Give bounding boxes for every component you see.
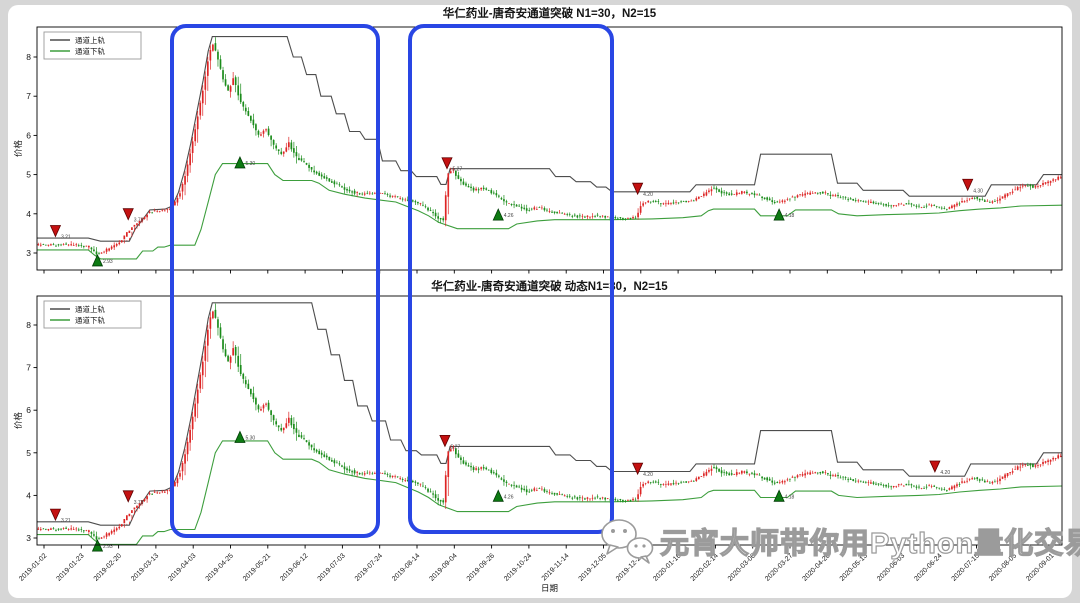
marker-price-label: 4.26 — [504, 213, 514, 219]
x-tick-label: 2019-04-25 — [205, 552, 235, 582]
buy-marker — [91, 253, 104, 267]
highlight-rect-2 — [408, 24, 614, 534]
y-tick-label: 4 — [26, 209, 31, 219]
legend-label: 通道上轨 — [75, 304, 105, 314]
y-tick-label: 6 — [26, 130, 31, 140]
marker-price-label: 3.78 — [134, 500, 144, 506]
y-tick-label: 7 — [26, 91, 31, 101]
buy-marker — [234, 430, 246, 443]
figure-card — [8, 5, 1072, 598]
y-tick-label: 6 — [26, 405, 31, 415]
wechat-icon — [601, 519, 654, 564]
marker-price-label: 4.18 — [785, 494, 795, 500]
x-tick-label: 2019-07-03 — [317, 552, 347, 582]
marker-price-label: 4.30 — [973, 188, 983, 194]
legend-box — [43, 31, 142, 60]
x-tick-label: 2019-01-02 — [18, 552, 48, 582]
marker-price-label: 3.21 — [61, 518, 71, 524]
sell-marker — [632, 462, 644, 476]
marker-price-label: 5.30 — [245, 161, 255, 167]
sell-marker — [122, 208, 134, 221]
legend-label: 通道下轨 — [75, 46, 105, 56]
legend-box — [43, 300, 142, 329]
x-tick-label: 2019-07-24 — [354, 552, 384, 582]
buy-marker — [773, 208, 785, 221]
chart-title: 华仁药业-唐奇安通道突破 动态N1=30，N2=15 — [431, 279, 668, 293]
y-axis-label: 价格 — [13, 140, 23, 158]
y-axis-label: 价格 — [13, 412, 23, 430]
x-tick-label: 2019-08-14 — [391, 552, 421, 582]
sell-marker — [439, 435, 451, 448]
buy-marker — [492, 489, 504, 502]
marker-price-label: 5.27 — [450, 444, 460, 450]
buy-marker — [234, 155, 246, 169]
highlight-rect-1 — [170, 24, 380, 538]
y-tick-label: 5 — [26, 170, 31, 180]
sell-marker — [49, 225, 62, 238]
watermark: 元宵大师带你用Python量化交易 — [598, 516, 1080, 566]
sell-marker — [632, 182, 644, 196]
buy-marker — [492, 208, 504, 221]
y-tick-label: 3 — [26, 248, 31, 258]
upper-channel-line — [37, 36, 1062, 242]
sell-marker — [929, 460, 941, 473]
axes-box — [36, 295, 1063, 546]
x-tick-label: 2019-05-21 — [242, 552, 272, 582]
marker-price-label: 4.20 — [643, 472, 653, 478]
y-tick-label: 3 — [26, 533, 31, 543]
x-tick-label: 2019-01-23 — [55, 552, 85, 582]
y-tick-label: 4 — [26, 490, 31, 500]
y-tick-label: 7 — [26, 363, 31, 373]
marker-price-label: 3.21 — [61, 235, 71, 241]
marker-price-label: 4.20 — [940, 470, 950, 476]
marker-price-label: 3.78 — [134, 218, 144, 224]
marker-price-label: 2.93 — [103, 259, 113, 265]
x-tick-label: 2019-11-14 — [541, 552, 571, 582]
marker-price-label: 2.93 — [103, 544, 113, 550]
lower-channel-line — [37, 440, 1063, 545]
chart-title: 华仁药业-唐奇安通道突破 N1=30，N2=15 — [443, 6, 657, 20]
sell-marker — [962, 178, 974, 192]
x-tick-label: 2019-09-26 — [466, 552, 496, 582]
x-tick-label: 2019-02-20 — [93, 552, 123, 582]
buy-marker — [773, 489, 785, 502]
sell-marker — [49, 508, 62, 522]
y-tick-label: 8 — [26, 320, 31, 330]
legend-label: 通道上轨 — [75, 35, 105, 45]
marker-price-label: 4.20 — [643, 192, 653, 198]
x-tick-label: 2019-04-03 — [167, 552, 197, 582]
marker-price-label: 5.27 — [453, 167, 463, 173]
watermark-text: 元宵大师带你用Python量化交易 — [659, 527, 1080, 560]
x-axis-label: 日期 — [541, 583, 558, 593]
x-tick-label: 2019-03-13 — [130, 552, 160, 582]
marker-price-label: 4.18 — [785, 213, 795, 219]
chart-panel-1: 3.21 2.93 3.78 5.30 5.27 4.26 4.20 4.18 4.30 3 4 5 6… — [13, 6, 1063, 274]
legend-label: 通道下轨 — [75, 315, 105, 325]
y-tick-label: 8 — [26, 52, 31, 62]
sell-marker — [122, 490, 134, 503]
sell-marker — [441, 157, 453, 170]
x-tick-label: 2019-06-12 — [279, 552, 309, 582]
x-tick-label: 2019-10-24 — [503, 552, 533, 582]
buy-marker — [91, 539, 104, 552]
x-tick-label: 2019-09-04 — [428, 552, 458, 582]
marker-price-label: 4.26 — [504, 494, 514, 500]
marker-price-label: 5.30 — [245, 436, 255, 442]
y-tick-label: 5 — [26, 448, 31, 458]
upper-channel-line — [37, 302, 1062, 526]
